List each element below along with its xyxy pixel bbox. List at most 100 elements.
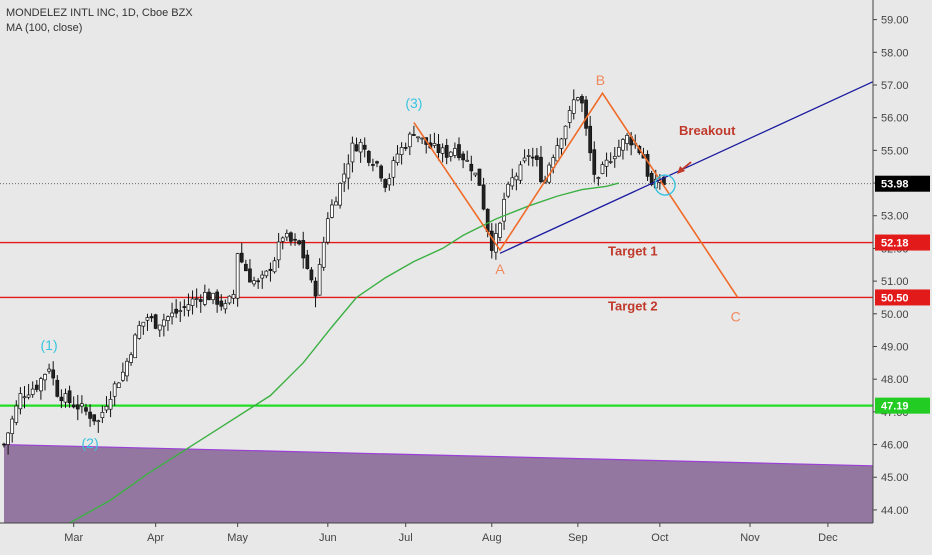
candle-body — [338, 182, 342, 206]
candle-body — [444, 145, 449, 158]
candle-body — [358, 141, 363, 153]
x-tick-label: Aug — [482, 532, 502, 544]
candle-body — [194, 298, 199, 300]
candle-body — [243, 263, 248, 272]
candle-body — [649, 172, 654, 185]
candle-body — [178, 310, 183, 312]
candle-body — [485, 208, 490, 232]
y-tick-label: 45.00 — [881, 472, 909, 484]
candle-body — [223, 303, 228, 310]
candle-body — [350, 142, 355, 163]
y-tick-label: 58.00 — [881, 47, 909, 59]
price-badge — [875, 234, 930, 251]
trend-line — [499, 81, 874, 254]
breakout-label: Breakout — [679, 123, 736, 138]
target-2-label: Target 2 — [608, 298, 658, 313]
candle-body — [571, 99, 576, 114]
candle-body — [584, 99, 588, 129]
candle-body — [375, 161, 379, 164]
candle-body — [145, 317, 150, 321]
point-c-label: C — [731, 308, 741, 324]
breakout-circle — [654, 174, 676, 196]
y-tick-label: 48.00 — [881, 374, 909, 386]
candle-body — [510, 177, 515, 187]
candle-body — [563, 125, 568, 140]
candle-body — [313, 280, 318, 297]
candle-body — [276, 241, 281, 261]
price-badge — [875, 289, 930, 306]
candle-body — [518, 164, 523, 181]
candle-body — [215, 291, 220, 305]
candle-body — [317, 264, 322, 296]
candle-body — [96, 420, 101, 423]
candle-body — [596, 177, 601, 179]
candle-body — [588, 125, 593, 154]
candle-body — [14, 405, 19, 423]
candle-body — [604, 159, 609, 167]
overlay-lines-layer — [69, 81, 874, 524]
candle-body — [84, 407, 88, 412]
candle-body — [186, 304, 191, 311]
candle-body — [239, 252, 244, 263]
annotation-labels-layer: (1) (2) (3) A B C Breakout Target 1 Target 2 — [41, 72, 741, 451]
candle-body — [256, 280, 260, 283]
breakout-arrowhead — [677, 166, 686, 175]
candle-body — [100, 412, 105, 418]
candle-body — [580, 96, 584, 104]
candle-body — [325, 218, 330, 243]
horizontal-levels-layer — [0, 183, 873, 407]
candle-body — [235, 253, 240, 299]
candle-body — [43, 373, 47, 381]
candle-body — [387, 178, 392, 186]
candle-body — [416, 136, 420, 139]
candle-body — [198, 299, 203, 302]
chart-legend: MONDELEZ INTL INC, 1D, Cboe BZX MA (100,… — [6, 6, 193, 36]
y-tick-label: 59.00 — [881, 15, 909, 27]
wave-label: (3) — [405, 95, 422, 111]
price-badge — [875, 397, 930, 414]
price-badge-label: 50.50 — [881, 292, 909, 304]
x-tick-label: Jun — [319, 532, 337, 544]
candle-body — [203, 292, 207, 305]
candle-body — [92, 414, 97, 422]
purple-zone-top-line — [3, 443, 874, 467]
purple-zone — [4, 444, 873, 523]
candle-body — [342, 173, 347, 183]
candle-body — [51, 369, 56, 379]
candle-body — [284, 232, 289, 238]
y-tick-label: 53.00 — [881, 211, 909, 223]
price-badge-label: 53.98 — [881, 179, 909, 191]
candle-body — [153, 314, 158, 329]
candle-body — [555, 145, 560, 162]
candle-body — [481, 184, 486, 210]
candle-body — [330, 204, 334, 218]
candle-body — [502, 198, 506, 222]
candle-body — [129, 354, 133, 363]
candle-body — [162, 319, 166, 327]
candle-body — [260, 274, 265, 279]
candle-body — [379, 165, 383, 179]
candle-body — [576, 97, 580, 101]
candle-body — [354, 144, 359, 152]
candle-body — [157, 324, 162, 331]
candle-body — [30, 388, 35, 395]
candle-body — [149, 316, 154, 319]
candle-body — [272, 260, 277, 273]
candle-body — [457, 144, 461, 159]
candle-body — [366, 150, 371, 163]
candle-body — [625, 135, 629, 144]
candle-body — [231, 294, 236, 299]
candle-body — [80, 403, 84, 407]
candle-body — [116, 382, 121, 389]
x-tick-label: May — [227, 532, 248, 544]
candle-body — [477, 168, 482, 186]
candle-body — [522, 157, 527, 162]
candle-body — [133, 334, 138, 359]
y-axis-background — [873, 0, 932, 550]
candle-body — [469, 163, 474, 172]
x-tick-label: Sep — [568, 532, 588, 544]
price-badge-label: 52.18 — [881, 238, 909, 250]
